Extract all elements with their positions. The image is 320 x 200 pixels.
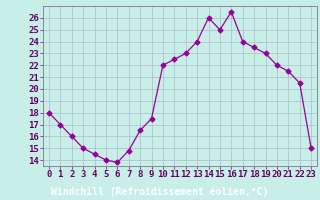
Text: Windchill (Refroidissement éolien,°C): Windchill (Refroidissement éolien,°C) [51, 186, 269, 197]
